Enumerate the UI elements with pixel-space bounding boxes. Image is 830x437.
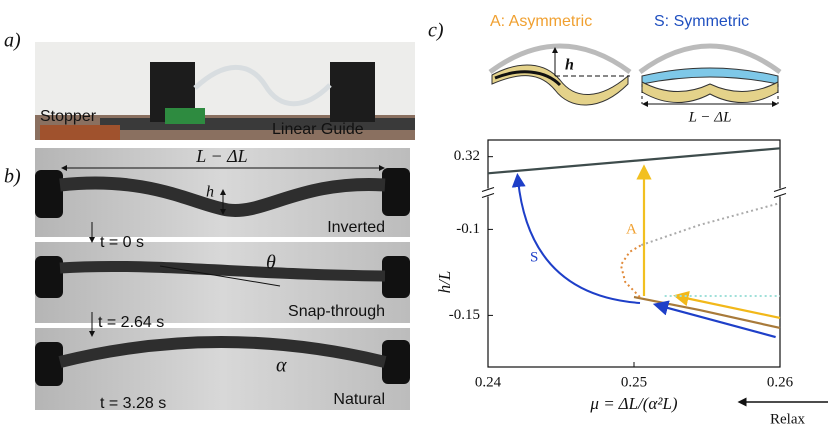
panel-label: c): [428, 20, 444, 42]
series-line: [640, 202, 781, 246]
time-label: t = 2.64 s: [98, 314, 164, 331]
panel-label: a): [4, 30, 21, 52]
h-label: h: [565, 57, 574, 74]
x-axis-label: μ = ΔL/(α²L): [589, 394, 677, 413]
y-tick-label: -0.15: [449, 307, 480, 323]
axis-break: [773, 193, 787, 198]
axis-break: [481, 193, 495, 198]
annotation: S: [530, 249, 538, 265]
x-tick-label: 0.24: [475, 374, 502, 390]
series-line: [487, 147, 781, 175]
h-label: h: [206, 184, 214, 201]
angle-label: θ: [266, 252, 276, 274]
axis-break: [483, 188, 493, 197]
series-line: [652, 300, 776, 339]
time-label: t = 0 s: [100, 234, 144, 251]
photo-a: [35, 42, 415, 140]
series-line: [619, 244, 642, 298]
state-label: Snap-through: [288, 303, 385, 320]
series-line: [673, 291, 781, 320]
angle-label: α: [276, 355, 287, 377]
axis-break: [773, 187, 787, 192]
axis-break: [481, 187, 495, 192]
state-label: Inverted: [327, 219, 385, 236]
state-label: Natural: [333, 391, 385, 408]
span-label: L − ΔL: [195, 146, 247, 166]
panel-label: b): [4, 166, 21, 188]
annotation-arrow: [511, 173, 641, 304]
y-tick-label: 0.32: [454, 148, 480, 164]
annotation: A: [626, 221, 637, 237]
photo-label: Stopper: [40, 108, 97, 125]
axis-break: [775, 188, 785, 197]
mode-label: A: Asymmetric: [490, 13, 592, 30]
mode-label: S: Symmetric: [654, 13, 749, 30]
time-label: t = 3.28 s: [100, 395, 166, 412]
photo-b: [35, 148, 410, 410]
x-tick-label: 0.25: [621, 374, 647, 390]
y-tick-label: -0.1: [456, 221, 480, 237]
x-tick-label: 0.26: [767, 374, 794, 390]
photo-label: Linear Guide: [272, 121, 364, 138]
y-axis-label: h/L: [435, 271, 454, 294]
span-label: L − ΔL: [688, 109, 732, 125]
annotation: Relax: [770, 411, 805, 427]
mode-diagram: [488, 43, 782, 107]
